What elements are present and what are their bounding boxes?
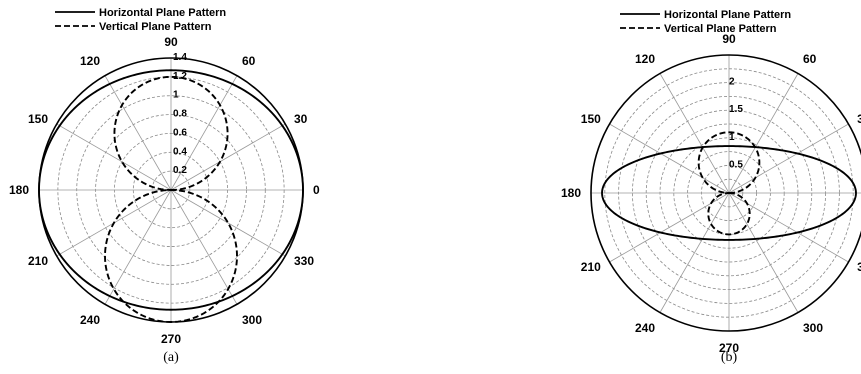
grid-spoke bbox=[56, 123, 172, 191]
grid-spoke bbox=[728, 73, 799, 194]
radial-tick-label: 0.8 bbox=[173, 109, 187, 120]
radial-tick-label: 1.4 bbox=[173, 52, 187, 63]
legend-label: Vertical Plane Pattern bbox=[99, 21, 212, 33]
grid-spoke bbox=[609, 123, 730, 194]
grid-spoke bbox=[170, 75, 238, 191]
grid-spoke bbox=[104, 75, 172, 191]
radial-tick-label: 1.5 bbox=[729, 104, 743, 115]
radial-tick-label: 2 bbox=[729, 77, 735, 88]
angular-tick-label: 0 bbox=[313, 183, 320, 197]
radial-tick-label: 0.5 bbox=[729, 159, 743, 170]
angular-tick-label: 330 bbox=[857, 260, 861, 274]
angular-tick-label: 120 bbox=[635, 52, 655, 66]
angular-tick-label: 180 bbox=[9, 183, 29, 197]
grid-spoke bbox=[609, 192, 730, 263]
radial-tick-label: 1 bbox=[729, 132, 735, 143]
radial-tick-label: 1 bbox=[173, 90, 179, 101]
chart-caption: (a) bbox=[163, 350, 179, 365]
angular-tick-label: 120 bbox=[80, 54, 100, 68]
angular-tick-label: 300 bbox=[242, 313, 262, 327]
grid-spoke bbox=[659, 192, 730, 313]
legend-label: Horizontal Plane Pattern bbox=[664, 9, 791, 21]
angular-tick-label: 210 bbox=[28, 254, 48, 268]
angular-tick-label: 30 bbox=[857, 112, 861, 126]
grid-spoke bbox=[659, 73, 730, 194]
series-horizontal-plane-pattern bbox=[601, 145, 857, 241]
grid-spoke bbox=[104, 189, 172, 305]
angular-tick-label: 150 bbox=[28, 112, 48, 126]
angular-tick-label: 180 bbox=[561, 186, 581, 200]
polar-chart-b: 0.511.520306090120150180210240270300330H… bbox=[561, 9, 861, 365]
angular-tick-label: 240 bbox=[635, 321, 655, 335]
angular-tick-label: 150 bbox=[581, 112, 601, 126]
series-horizontal-plane-pattern bbox=[38, 69, 304, 311]
angular-tick-label: 60 bbox=[242, 54, 256, 68]
legend-label: Horizontal Plane Pattern bbox=[99, 7, 226, 19]
grid-spoke bbox=[728, 123, 849, 194]
angular-tick-label: 210 bbox=[581, 260, 601, 274]
polar-chart-a: 0.2 0.4 0.6 0.8 1 1.2 1.4 0 30 60 90 120 150 180 210 24… bbox=[9, 7, 320, 365]
legend-label: Vertical Plane Pattern bbox=[664, 23, 777, 35]
angular-tick-label: 330 bbox=[294, 254, 314, 268]
chart-caption: (b) bbox=[721, 350, 738, 365]
series-vertical-plane-pattern bbox=[104, 75, 238, 323]
grid-spoke bbox=[170, 189, 286, 257]
angular-tick-label: 90 bbox=[164, 35, 178, 49]
angular-tick-label: 270 bbox=[719, 341, 739, 355]
angular-tick-label: 240 bbox=[80, 313, 100, 327]
polar-outer-ring bbox=[590, 54, 861, 332]
angular-tick-label: 30 bbox=[294, 112, 308, 126]
grid-spoke bbox=[728, 192, 799, 313]
radial-tick-label: 0.2 bbox=[173, 165, 187, 176]
angular-tick-label: 90 bbox=[722, 32, 736, 46]
angular-tick-label: 60 bbox=[803, 52, 817, 66]
angular-tick-label: 270 bbox=[161, 332, 181, 346]
radial-tick-label: 1.2 bbox=[173, 71, 187, 82]
grid-spoke bbox=[728, 192, 849, 263]
radial-tick-label: 0.4 bbox=[173, 146, 187, 157]
grid-spoke bbox=[170, 189, 238, 305]
series-vertical-plane-pattern bbox=[697, 131, 761, 236]
angular-tick-label: 300 bbox=[803, 321, 823, 335]
radial-tick-label: 0.6 bbox=[173, 127, 187, 138]
grid-spoke bbox=[170, 123, 286, 191]
